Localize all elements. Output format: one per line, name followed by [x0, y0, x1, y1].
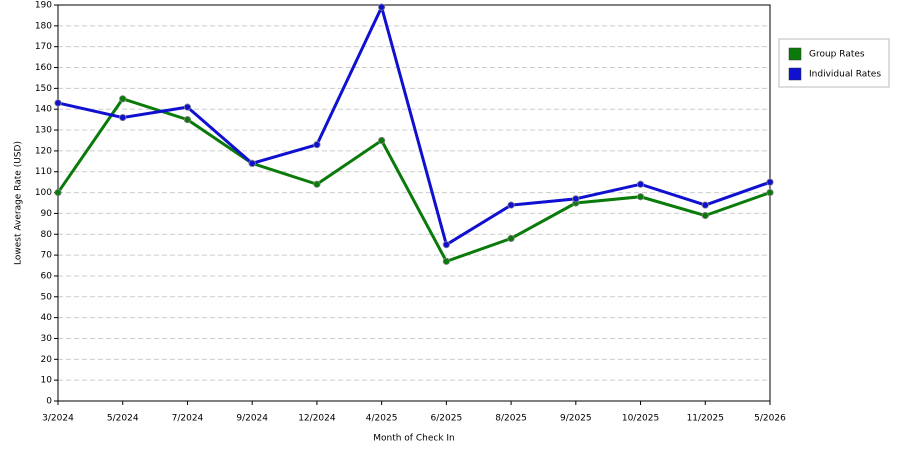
- x-tick-label: 10/2025: [622, 414, 659, 424]
- data-point: [636, 180, 645, 188]
- y-tick-label: 120: [35, 146, 52, 156]
- data-point: [54, 188, 62, 197]
- data-point: [572, 195, 580, 203]
- legend-swatch: [788, 67, 802, 81]
- data-point: [442, 257, 450, 265]
- y-tick-label: 40: [41, 313, 53, 323]
- data-point: [442, 241, 450, 249]
- x-tick-label: 12/2024: [298, 414, 336, 424]
- y-tick-label: 140: [35, 105, 52, 115]
- y-tick-label: 100: [35, 188, 52, 198]
- y-tick-label: 190: [35, 1, 52, 11]
- data-point: [248, 159, 256, 167]
- data-point: [507, 234, 515, 243]
- x-tick-label: 9/2024: [236, 414, 268, 424]
- data-point: [313, 141, 321, 149]
- y-tick-label: 180: [35, 21, 52, 31]
- series-line: [56, 97, 771, 263]
- data-point: [507, 201, 515, 209]
- y-tick-label: 70: [41, 251, 53, 261]
- series-line: [57, 5, 771, 247]
- data-point: [701, 201, 709, 209]
- y-tick-label: 90: [41, 209, 53, 219]
- x-tick-label: 11/2025: [687, 414, 724, 424]
- y-tick-label: 150: [35, 84, 52, 94]
- x-tick-label: 5/2026: [754, 414, 786, 424]
- data-point: [313, 180, 321, 188]
- y-axis-label: Lowest Average Rate (USD): [14, 141, 24, 265]
- data-point: [183, 103, 192, 111]
- x-tick-label: 8/2025: [495, 414, 527, 424]
- y-tick-label: 0: [46, 397, 52, 407]
- data-point: [119, 95, 127, 103]
- y-tick-label: 60: [41, 271, 53, 281]
- data-point: [183, 116, 192, 124]
- legend-label: Individual Rates: [809, 70, 881, 80]
- data-point: [54, 99, 62, 107]
- x-tick-label: 6/2025: [431, 414, 463, 424]
- y-tick-label: 170: [35, 42, 52, 52]
- y-tick-label: 160: [35, 63, 52, 73]
- legend-swatch: [788, 47, 802, 61]
- data-point: [701, 211, 709, 220]
- data-point: [119, 113, 127, 122]
- data-point: [766, 178, 774, 186]
- y-tick-label: 30: [41, 334, 53, 344]
- y-tick-label: 80: [41, 230, 53, 240]
- x-tick-label: 5/2024: [107, 414, 139, 424]
- y-tick-label: 130: [35, 126, 52, 136]
- data-point: [378, 3, 386, 11]
- plot-frame: [57, 4, 771, 402]
- x-axis-label: Month of Check In: [373, 434, 455, 444]
- y-tick-label: 20: [41, 355, 53, 365]
- x-tick-label: 7/2024: [172, 414, 204, 424]
- data-point: [636, 193, 645, 201]
- data-point: [378, 136, 386, 145]
- x-tick-label: 9/2025: [560, 414, 592, 424]
- y-tick-label: 50: [41, 292, 53, 302]
- data-point: [766, 188, 774, 197]
- legend-label: Group Rates: [809, 50, 865, 60]
- x-tick-label: 3/2024: [42, 414, 74, 424]
- y-tick-label: 110: [35, 167, 52, 177]
- y-tick-label: 10: [41, 376, 53, 386]
- x-tick-label: 4/2025: [366, 414, 398, 424]
